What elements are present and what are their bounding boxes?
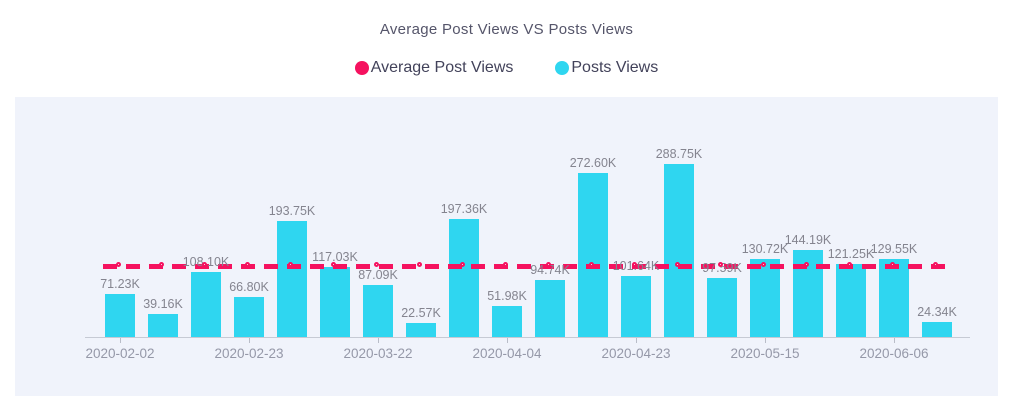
bar-value-label: 51.98K xyxy=(487,289,527,303)
bar[interactable] xyxy=(320,267,350,337)
legend: Average Post Views Posts Views xyxy=(0,59,1013,77)
bar[interactable] xyxy=(148,314,178,337)
x-axis-label: 2020-02-02 xyxy=(85,346,155,361)
x-axis-tick xyxy=(378,338,379,343)
average-line-marker[interactable] xyxy=(417,262,422,267)
bar[interactable] xyxy=(578,173,608,337)
average-line-marker[interactable] xyxy=(804,262,809,267)
page-title: Average Post Views VS Posts Views xyxy=(379,21,634,38)
legend-swatch-icon xyxy=(354,61,369,75)
average-line-marker[interactable] xyxy=(374,262,379,267)
bar-value-label: 66.80K xyxy=(229,280,269,294)
bar[interactable] xyxy=(879,259,909,337)
average-line-marker[interactable] xyxy=(159,262,164,267)
x-axis-tick xyxy=(636,338,637,343)
average-line-marker[interactable] xyxy=(675,262,680,267)
bar-value-label: 288.75K xyxy=(655,147,703,161)
x-axis-line xyxy=(85,337,970,338)
average-line-marker[interactable] xyxy=(116,262,121,267)
bar[interactable] xyxy=(621,276,651,337)
average-line-marker[interactable] xyxy=(890,262,895,267)
x-axis-label: 2020-04-04 xyxy=(472,346,542,361)
average-line-marker[interactable] xyxy=(202,262,207,267)
average-line-marker[interactable] xyxy=(460,262,465,267)
bar-value-label: 71.23K xyxy=(100,277,140,291)
average-line-marker[interactable] xyxy=(718,262,723,267)
bar-value-label: 24.34K xyxy=(917,305,957,319)
average-line-marker[interactable] xyxy=(503,262,508,267)
bar[interactable] xyxy=(234,297,264,337)
bar[interactable] xyxy=(105,294,135,337)
average-line-marker[interactable] xyxy=(245,262,250,267)
average-line-marker[interactable] xyxy=(632,262,637,267)
bar-value-label: 129.55K xyxy=(870,242,918,256)
average-line-marker[interactable] xyxy=(288,262,293,267)
average-line-marker[interactable] xyxy=(331,262,336,267)
x-axis-tick xyxy=(507,338,508,343)
x-axis-label: 2020-03-22 xyxy=(343,346,413,361)
x-axis-tick xyxy=(765,338,766,343)
bar[interactable] xyxy=(492,306,522,337)
average-line-marker[interactable] xyxy=(589,262,594,267)
bar-value-label: 97.59K xyxy=(702,261,742,275)
x-axis-label: 2020-06-06 xyxy=(859,346,929,361)
bar-value-label: 94.74K xyxy=(530,263,570,277)
average-line-marker[interactable] xyxy=(761,262,766,267)
bar-value-label: 39.16K xyxy=(143,297,183,311)
bar[interactable] xyxy=(363,285,393,337)
average-line-marker[interactable] xyxy=(546,262,551,267)
x-axis-label: 2020-04-23 xyxy=(601,346,671,361)
x-axis-tick xyxy=(249,338,250,343)
bar[interactable] xyxy=(664,164,694,337)
x-axis-tick xyxy=(894,338,895,343)
legend-item-average-post-views[interactable]: Average Post Views xyxy=(354,59,514,77)
bar-value-label: 121.25K xyxy=(827,247,875,261)
bar[interactable] xyxy=(750,259,780,337)
average-line-marker[interactable] xyxy=(933,262,938,267)
bar[interactable] xyxy=(535,280,565,337)
bar[interactable] xyxy=(191,272,221,337)
bar-value-label: 193.75K xyxy=(268,204,316,218)
legend-label: Average Post Views xyxy=(370,59,514,76)
bar-value-label: 130.72K xyxy=(741,242,789,256)
legend-swatch-icon xyxy=(555,61,570,75)
bar-value-label: 87.09K xyxy=(358,268,398,282)
bar[interactable] xyxy=(449,219,479,337)
x-axis-label: 2020-02-23 xyxy=(214,346,284,361)
legend-item-posts-views[interactable]: Posts Views xyxy=(555,59,658,77)
bar[interactable] xyxy=(406,323,436,337)
bar[interactable] xyxy=(707,278,737,337)
average-line-marker[interactable] xyxy=(847,262,852,267)
bar-value-label: 144.19K xyxy=(784,233,832,247)
bar-value-label: 197.36K xyxy=(440,202,488,216)
average-line xyxy=(103,264,950,269)
x-axis-tick xyxy=(120,338,121,343)
legend-label: Posts Views xyxy=(571,59,659,76)
x-axis-label: 2020-05-15 xyxy=(730,346,800,361)
bar[interactable] xyxy=(277,221,307,337)
bar[interactable] xyxy=(836,264,866,337)
bar[interactable] xyxy=(922,322,952,337)
bar-value-label: 272.60K xyxy=(569,156,617,170)
bar-value-label: 22.57K xyxy=(401,306,441,320)
bar-value-label: 117.03K xyxy=(312,250,358,264)
plot-area: 71.23K39.16K108.10K66.80K193.75K117.03K8… xyxy=(15,97,998,396)
